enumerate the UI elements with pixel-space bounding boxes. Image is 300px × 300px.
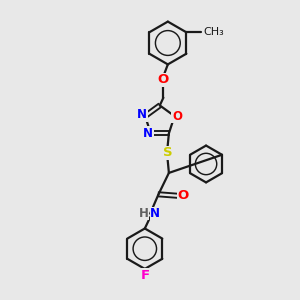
Text: S: S [163,146,172,159]
Text: CH₃: CH₃ [204,27,224,37]
Text: F: F [140,269,149,282]
Text: O: O [178,189,189,202]
Text: O: O [172,110,182,123]
Text: N: N [137,108,147,121]
Text: O: O [158,74,169,86]
Text: N: N [150,207,160,220]
Text: N: N [143,127,153,140]
Text: H: H [139,207,149,220]
